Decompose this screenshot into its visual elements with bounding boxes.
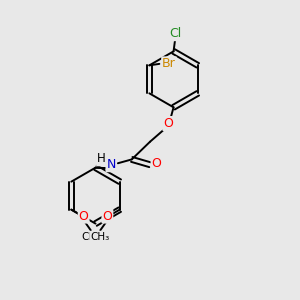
Text: N: N [106,158,116,171]
Text: O: O [163,117,173,130]
Text: O: O [79,210,88,223]
Text: O: O [102,210,112,223]
Text: O: O [152,157,161,170]
Text: CH₃: CH₃ [82,232,101,242]
Text: Br: Br [162,57,176,70]
Text: H: H [97,152,106,165]
Text: Cl: Cl [169,27,181,40]
Text: CH₃: CH₃ [90,232,110,242]
